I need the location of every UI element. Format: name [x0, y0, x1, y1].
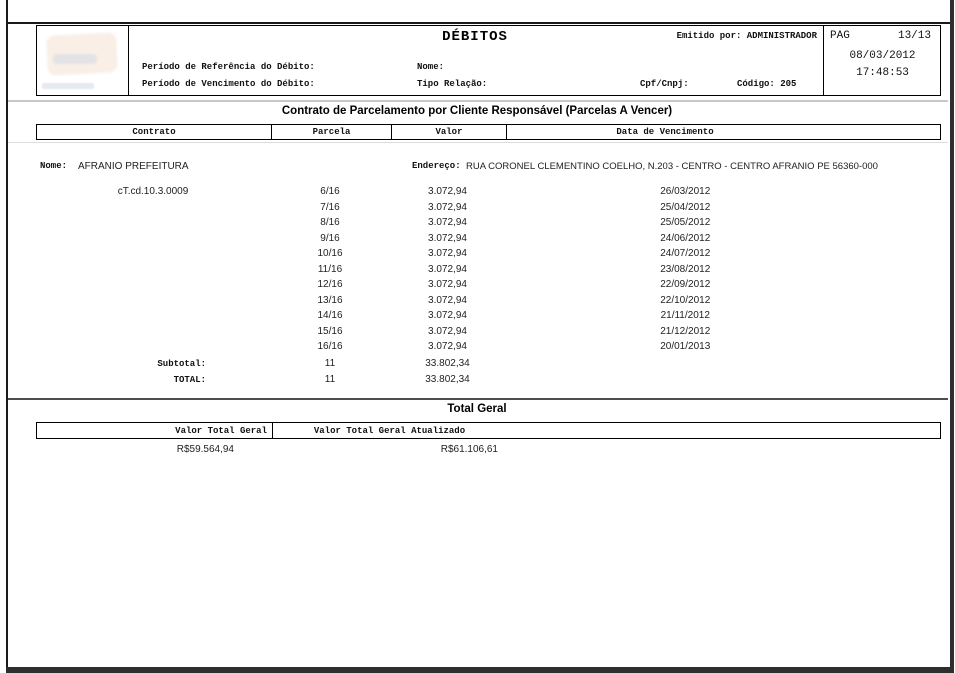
page-number: 13/13 — [897, 30, 931, 42]
parcela-cell: 9/16 — [320, 232, 340, 244]
table-row: 13/16 3.072,94 22/10/2012 — [36, 293, 941, 309]
valor-cell: 3.072,94 — [428, 201, 467, 213]
parcela-cell: 10/16 — [317, 248, 343, 260]
parcela-cell: 16/16 — [317, 341, 343, 353]
total-geral-values-row: R$59.564,94 R$61.106,61 — [36, 444, 941, 455]
table-row: 14/16 3.072,94 21/11/2012 — [36, 308, 941, 324]
table-row: 16/16 3.072,94 20/01/2013 — [36, 339, 941, 355]
page-label: PAG — [830, 30, 850, 42]
vencimento-cell: 24/07/2012 — [660, 248, 711, 260]
report-time: 17:48:53 — [856, 67, 909, 79]
subtotal-value: 33.802,34 — [425, 358, 470, 369]
page-border-right — [950, 0, 954, 673]
vencimento-cell: 26/03/2012 — [660, 186, 711, 198]
table-row: cT.cd.10.3.0009 6/16 3.072,94 26/03/2012 — [36, 184, 941, 200]
vencimento-cell: 21/12/2012 — [660, 325, 711, 337]
valor-cell: 3.072,94 — [428, 294, 467, 306]
total-geral-title: Total Geral — [447, 403, 507, 415]
total-geral-value-updated: R$61.106,61 — [440, 444, 498, 455]
table-header-row: Contrato Parcela Valor Data de Venciment… — [36, 124, 941, 140]
total-value: 33.802,34 — [425, 374, 470, 385]
total-geral-col1-header: Valor Total Geral — [37, 423, 273, 438]
separator-line — [8, 142, 948, 143]
installments-table: cT.cd.10.3.0009 6/16 3.072,94 26/03/2012… — [36, 184, 941, 355]
parcela-cell: 7/16 — [320, 201, 340, 213]
table-row: 15/16 3.072,94 21/12/2012 — [36, 324, 941, 340]
table-row: 7/16 3.072,94 25/04/2012 — [36, 200, 941, 216]
column-header-contrato: Contrato — [132, 127, 176, 137]
logo-ghost-text — [42, 83, 94, 89]
table-row: 10/16 3.072,94 24/07/2012 — [36, 246, 941, 262]
table-row: 8/16 3.072,94 25/05/2012 — [36, 215, 941, 231]
valor-cell: 3.072,94 — [428, 325, 467, 337]
client-name-label: Nome: — [40, 161, 68, 171]
page-info-box: PAG 13/13 08/03/2012 17:48:53 — [823, 26, 941, 95]
page-border-bottom — [6, 667, 954, 673]
contract-number: cT.cd.10.3.0009 — [117, 186, 189, 198]
report-date: 08/03/2012 — [849, 50, 916, 62]
valor-cell: 3.072,94 — [428, 232, 467, 244]
parcela-cell: 13/16 — [317, 294, 343, 306]
vencimento-cell: 25/04/2012 — [660, 201, 711, 213]
valor-cell: 3.072,94 — [428, 248, 467, 260]
valor-cell: 3.072,94 — [428, 279, 467, 291]
separator-line — [8, 398, 948, 400]
report-title: DÉBITOS — [442, 29, 508, 45]
valor-cell: 3.072,94 — [428, 217, 467, 229]
ref-period-label: Período de Referência do Débito: — [142, 62, 315, 72]
name-label: Nome: — [417, 62, 445, 72]
total-count: 11 — [324, 374, 336, 385]
parcela-cell: 11/16 — [317, 263, 343, 275]
vencimento-cell: 21/11/2012 — [660, 310, 710, 322]
parcela-cell: 15/16 — [317, 325, 343, 337]
table-row: 11/16 3.072,94 23/08/2012 — [36, 262, 941, 278]
vencimento-cell: 25/05/2012 — [660, 217, 711, 229]
cpf-cnpj-label: Cpf/Cnpj: — [640, 79, 689, 89]
vencimento-cell: 23/08/2012 — [660, 263, 711, 275]
subtotal-label: Subtotal: — [157, 358, 206, 369]
client-name: AFRANIO PREFEITURA — [78, 161, 189, 172]
table-row: 9/16 3.072,94 24/06/2012 — [36, 231, 941, 247]
column-header-valor: Valor — [391, 125, 506, 139]
parcela-cell: 6/16 — [320, 186, 340, 198]
vencimento-cell: 22/09/2012 — [660, 279, 711, 291]
report-header: PAG 13/13 08/03/2012 17:48:53 — [36, 25, 941, 96]
parcela-cell: 14/16 — [317, 310, 343, 322]
relation-label: Tipo Relação: — [417, 79, 488, 89]
vencimento-cell: 24/06/2012 — [660, 232, 711, 244]
address-label: Endereço: — [412, 161, 461, 171]
client-address: RUA CORONEL CLEMENTINO COELHO, N.203 - C… — [466, 161, 878, 172]
column-header-vencimento: Data de Vencimento — [506, 125, 940, 139]
vencimento-cell: 22/10/2012 — [660, 294, 711, 306]
total-row: TOTAL: 11 33.802,34 — [36, 372, 941, 387]
vencimento-cell: 20/01/2013 — [660, 341, 711, 353]
total-label: TOTAL: — [173, 374, 206, 385]
subtotal-row: Subtotal: 11 33.802,34 — [36, 356, 941, 371]
valor-cell: 3.072,94 — [428, 341, 467, 353]
code-label: Código: 205 — [737, 79, 797, 89]
emitted-by-label: Emitido por: ADMINISTRADOR — [676, 31, 817, 41]
column-header-parcela: Parcela — [271, 125, 391, 139]
total-geral-col2-header: Valor Total Geral Atualizado — [313, 425, 466, 436]
valor-cell: 3.072,94 — [428, 263, 467, 275]
parcela-cell: 8/16 — [320, 217, 340, 229]
parcela-cell: 12/16 — [317, 279, 343, 291]
separator-line — [8, 100, 948, 102]
logo-image — [37, 26, 129, 95]
subtotal-count: 11 — [324, 358, 336, 369]
page-border-top — [6, 22, 950, 24]
table-row: 12/16 3.072,94 22/09/2012 — [36, 277, 941, 293]
valor-cell: 3.072,94 — [428, 186, 467, 198]
page-border-left — [6, 0, 8, 673]
section-title: Contrato de Parcelamento por Cliente Res… — [281, 105, 673, 117]
total-geral-value: R$59.564,94 — [176, 444, 234, 455]
due-period-label: Período de Vencimento do Débito: — [142, 79, 315, 89]
total-geral-header-row: Valor Total Geral Valor Total Geral Atua… — [36, 422, 941, 439]
valor-cell: 3.072,94 — [428, 310, 467, 322]
logo-ghost-shape — [53, 54, 97, 64]
